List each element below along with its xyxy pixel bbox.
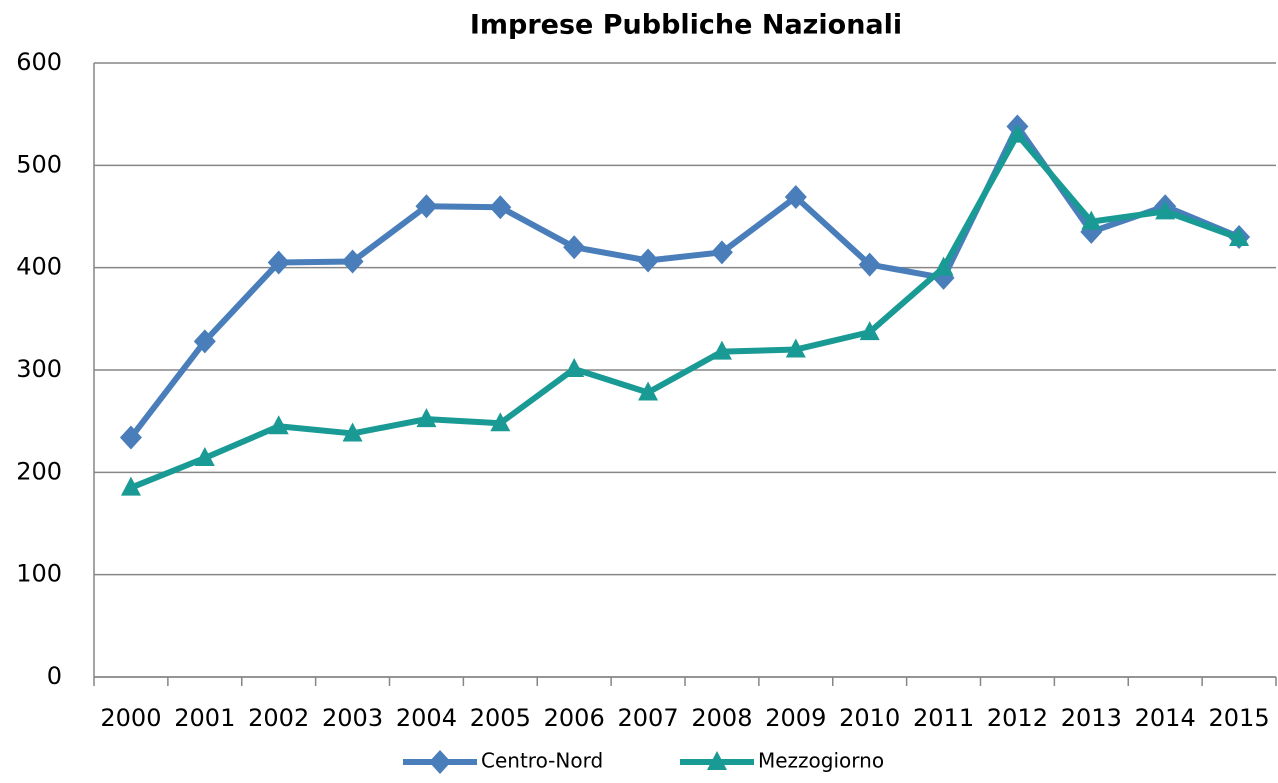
x-tick-label: 2015 <box>1209 704 1270 732</box>
marker <box>267 250 290 275</box>
marker <box>1155 200 1176 220</box>
y-tick-label: 100 <box>16 560 62 588</box>
marker <box>416 408 437 428</box>
marker <box>194 447 215 467</box>
marker <box>429 750 451 774</box>
marker <box>637 248 660 273</box>
marker <box>490 412 511 432</box>
x-tick-label: 2014 <box>1135 704 1196 732</box>
marker <box>415 194 438 219</box>
marker <box>120 476 141 496</box>
marker <box>119 425 142 450</box>
legend-label: Centro-Nord <box>481 749 603 773</box>
marker <box>859 321 880 341</box>
chart-title: Imprese Pubbliche Nazionali <box>470 10 902 41</box>
marker <box>1081 210 1102 230</box>
x-tick-label: 2003 <box>322 704 383 732</box>
y-tick-label: 400 <box>16 253 62 281</box>
marker <box>342 422 363 442</box>
marker <box>785 338 806 358</box>
y-tick-label: 0 <box>47 662 62 690</box>
y-tick-label: 600 <box>16 48 62 76</box>
marker <box>341 249 364 274</box>
y-tick-label: 500 <box>16 150 62 178</box>
marker <box>1007 123 1028 143</box>
x-tick-label: 2011 <box>913 704 974 732</box>
x-tick-label: 2012 <box>987 704 1048 732</box>
series-line <box>128 123 1241 440</box>
marker <box>489 195 512 220</box>
x-tick-label: 2007 <box>618 704 679 732</box>
x-tick-label: 2000 <box>100 704 161 732</box>
marker <box>710 240 733 265</box>
x-tick-label: 2013 <box>1061 704 1122 732</box>
y-tick-label: 200 <box>16 457 62 485</box>
x-tick-label: 2001 <box>174 704 235 732</box>
marker <box>784 185 807 210</box>
marker <box>933 256 954 276</box>
x-tick-label: 2010 <box>839 704 900 732</box>
series-line <box>129 131 1241 491</box>
x-tick-label: 2002 <box>248 704 309 732</box>
marker <box>858 252 881 277</box>
x-tick-label: 2006 <box>544 704 605 732</box>
x-tick-label: 2009 <box>765 704 826 732</box>
marker <box>563 235 586 260</box>
marker <box>638 381 659 401</box>
marker <box>564 357 585 377</box>
marker <box>707 751 727 770</box>
marker <box>193 329 216 354</box>
x-tick-label: 2004 <box>396 704 457 732</box>
x-tick-label: 2005 <box>470 704 531 732</box>
marker <box>268 415 289 435</box>
y-tick-label: 300 <box>16 355 62 383</box>
x-tick-label: 2008 <box>691 704 752 732</box>
marker <box>711 340 732 360</box>
marker <box>1229 226 1250 246</box>
legend-label: Mezzogiorno <box>758 749 884 773</box>
